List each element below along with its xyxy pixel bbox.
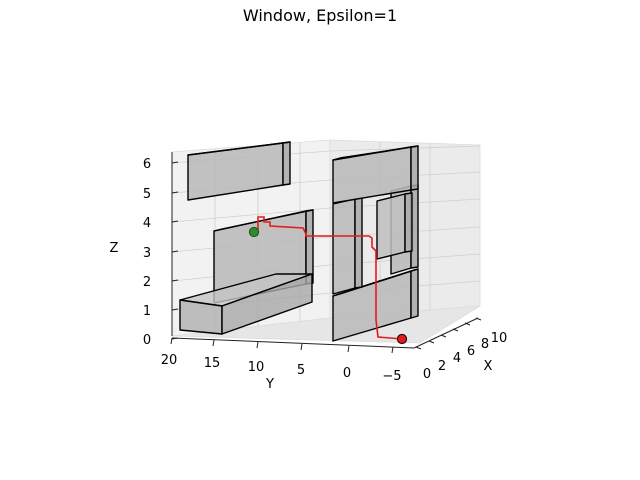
chart-title: Window, Epsilon=1 <box>242 6 398 25</box>
window-inner-face <box>376 193 406 260</box>
low-box-side <box>221 273 313 335</box>
window-lower-side <box>410 268 419 319</box>
low-box-front <box>179 299 223 335</box>
x-tick-label: 0 <box>423 367 431 382</box>
top-slab-side <box>282 141 291 186</box>
planned-path <box>253 216 403 340</box>
window-frame-left-face <box>332 198 356 295</box>
y-tick-label: 20 <box>161 353 178 368</box>
y-ticks <box>170 337 394 354</box>
mid-wall-side <box>305 209 314 285</box>
goal-marker <box>396 333 408 345</box>
window-upper-side <box>410 145 419 191</box>
window-upper-top <box>332 145 419 161</box>
axis-lines <box>171 152 479 349</box>
window-frame-left-side <box>354 197 363 289</box>
z-tick-label: 2 <box>143 275 151 290</box>
x-tick-label: 6 <box>467 344 475 359</box>
z-tick-label: 0 <box>143 333 151 348</box>
y-tick-label: 5 <box>297 363 305 378</box>
x-tick-label: 10 <box>491 331 508 346</box>
z-tick-label: 4 <box>143 216 151 231</box>
y-tick-label: −5 <box>382 369 401 384</box>
y-axis-label: Y <box>265 377 274 392</box>
mid-wall-top <box>213 209 314 232</box>
x-axis-label: X <box>484 359 493 374</box>
x-tick-label: 2 <box>438 359 446 374</box>
obstacle-window-upper <box>332 145 419 204</box>
start-marker <box>248 226 260 238</box>
x-ticks <box>415 317 482 350</box>
x-tick-labels: 0 2 4 6 8 10 <box>423 331 507 382</box>
z-tick-label: 3 <box>143 246 151 261</box>
x-axis-line <box>413 317 479 349</box>
z-ticks <box>171 161 179 340</box>
y-tick-label: 15 <box>204 356 221 371</box>
window-inner-side <box>404 192 413 253</box>
top-slab-top <box>187 141 291 156</box>
y-tick-labels: 20 15 10 5 0 −5 <box>161 353 402 384</box>
obstacle-window-inner <box>376 192 413 260</box>
obstacle-low-box <box>179 273 313 335</box>
y-axis-line <box>171 337 415 349</box>
z-tick-labels: 0 1 2 3 4 5 6 <box>143 157 151 348</box>
z-axis-label: Z <box>110 241 119 256</box>
z-tick-label: 5 <box>143 187 151 202</box>
obstacles <box>179 141 419 342</box>
obstacle-window-frame-left <box>332 197 363 295</box>
obstacle-top-slab <box>187 141 291 201</box>
x-tick-label: 8 <box>481 337 489 352</box>
x-tick-label: 4 <box>453 351 461 366</box>
z-tick-label: 6 <box>143 157 151 172</box>
z-tick-label: 1 <box>143 304 151 319</box>
y-tick-label: 0 <box>343 366 351 381</box>
y-tick-label: 10 <box>248 360 265 375</box>
